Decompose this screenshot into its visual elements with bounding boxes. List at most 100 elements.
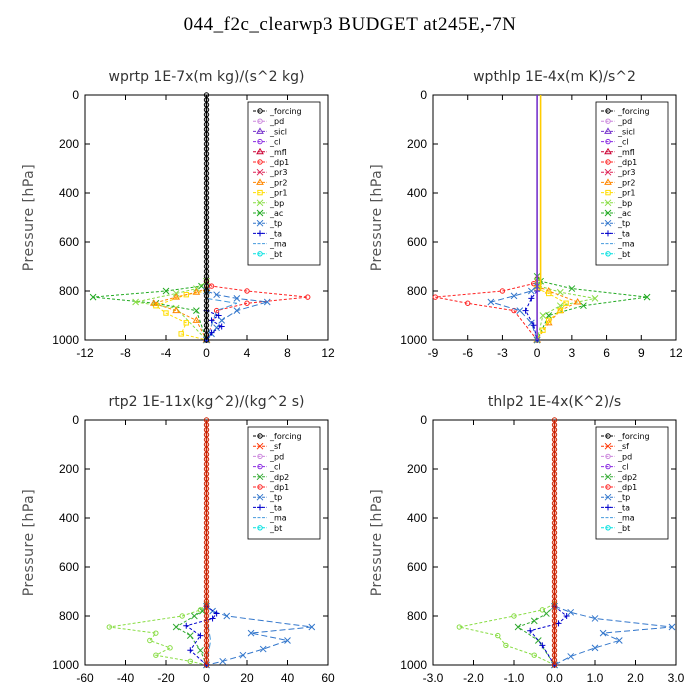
forcing-marker: [203, 495, 210, 502]
dp1-marker: [179, 613, 185, 619]
x-tick-label: 12: [669, 346, 683, 360]
forcing-marker: [203, 461, 210, 467]
y-tick-label: 400: [59, 511, 79, 525]
tp-marker: [223, 612, 231, 620]
forcing-marker: [551, 559, 558, 565]
dp1-marker: [106, 624, 113, 630]
series-dp1: [432, 276, 540, 343]
legend-mfl-marker: [604, 147, 612, 155]
tp-marker: [487, 298, 495, 306]
forcing-marker: [203, 446, 210, 453]
forcing-marker: [551, 510, 558, 516]
x-tick-label: 0: [534, 346, 541, 360]
dp1-marker: [531, 652, 537, 658]
forcing-marker: [203, 307, 210, 314]
legend-sf-marker: [604, 442, 612, 450]
pr1-marker: [163, 310, 169, 316]
legend-label: _sicl: [617, 127, 635, 136]
legend-forcing-marker: [257, 433, 263, 439]
y-axis-label: Pressure [hPa]: [21, 164, 37, 271]
forcing-marker: [203, 471, 210, 477]
forcing-marker: [551, 608, 558, 614]
dp2-marker: [514, 623, 522, 631]
forcing-marker: [551, 495, 558, 502]
forcing-marker: [203, 273, 210, 279]
x-tick-label: -2.0: [463, 671, 484, 685]
ac-marker: [545, 312, 553, 319]
forcing-marker: [203, 564, 210, 570]
legend-label: _pd: [269, 452, 284, 461]
legend-pr3-marker: [604, 168, 612, 176]
panel-title: rtp2 1E-11x(kg^2)/(kg^2 s): [109, 394, 305, 410]
legend-label: _dp1: [269, 158, 289, 167]
forcing-marker: [203, 156, 210, 162]
legend-label: _ta: [269, 503, 282, 512]
y-axis-label: Pressure [hPa]: [369, 164, 385, 271]
legend-label: _mfl: [269, 148, 287, 157]
legend-dp1-marker: [605, 159, 611, 165]
forcing-marker: [551, 583, 558, 590]
y-tick-label: 800: [59, 284, 79, 298]
legend-label: _forcing: [617, 432, 650, 441]
ac-marker: [89, 293, 97, 301]
tp-marker: [259, 645, 267, 653]
pr1-marker: [546, 290, 552, 297]
x-tick-label: 8: [284, 346, 291, 360]
y-tick-label: 1000: [52, 333, 79, 347]
dp1-marker: [305, 294, 311, 300]
series-line: [529, 605, 568, 666]
tp-marker: [233, 294, 241, 302]
legend-tp-marker: [604, 493, 612, 501]
bp-marker: [591, 294, 599, 302]
series-forcing: [551, 417, 558, 668]
series-ma: [206, 297, 238, 341]
dp1-marker: [499, 288, 506, 294]
legend-ta-marker: [605, 230, 611, 237]
tp-marker: [599, 629, 607, 637]
forcing-marker: [203, 180, 210, 186]
ta-marker: [528, 295, 535, 302]
legend-pr2-marker: [604, 178, 612, 185]
pr1-marker: [183, 320, 189, 326]
forcing-marker: [203, 219, 210, 226]
forcing-marker: [551, 436, 558, 443]
dp1-marker: [539, 607, 546, 613]
legend-sicl-marker: [256, 127, 264, 134]
legend-label: _dp2: [617, 473, 637, 482]
dp1-marker: [432, 294, 439, 300]
legend: _forcing_pd_sicl_cl_mfl_dp1_pr3_pr2_pr1_…: [595, 101, 669, 266]
legend-pr1-marker: [257, 189, 263, 196]
y-tick-label: 400: [407, 511, 427, 525]
forcing-marker: [203, 485, 210, 492]
forcing-marker: [551, 451, 558, 457]
forcing-marker: [551, 456, 558, 462]
x-tick-label: -12: [76, 346, 94, 360]
dp1-marker: [213, 307, 220, 314]
tp-marker: [219, 657, 227, 665]
tp-marker: [308, 623, 316, 631]
forcing-marker: [203, 662, 210, 668]
ac-marker: [568, 285, 576, 292]
forcing-marker: [203, 312, 210, 319]
legend-dp1-marker: [605, 484, 611, 490]
y-tick-label: 200: [59, 462, 79, 476]
ac-marker: [643, 293, 651, 301]
series-line: [435, 278, 538, 341]
pr2-marker: [192, 288, 201, 295]
forcing-marker: [551, 446, 558, 453]
dp1-marker: [456, 624, 463, 630]
legend-label: _dp1: [269, 483, 289, 492]
series-line: [152, 288, 207, 341]
legend-label: _dp1: [617, 483, 637, 492]
legend-bt-marker: [257, 525, 263, 531]
legend-cl-marker: [605, 463, 611, 470]
legend-label: _cl: [269, 463, 281, 472]
legend-pr1-marker: [605, 189, 611, 196]
panel-title: wpthlp 1E-4x(m K)/s^2: [473, 69, 636, 85]
legend-dp2-marker: [256, 473, 264, 481]
tp-marker: [213, 324, 220, 332]
x-tick-label: 6: [603, 346, 610, 360]
x-tick-label: 9: [638, 346, 645, 360]
dp2-marker: [530, 617, 538, 625]
forcing-marker: [551, 657, 558, 663]
